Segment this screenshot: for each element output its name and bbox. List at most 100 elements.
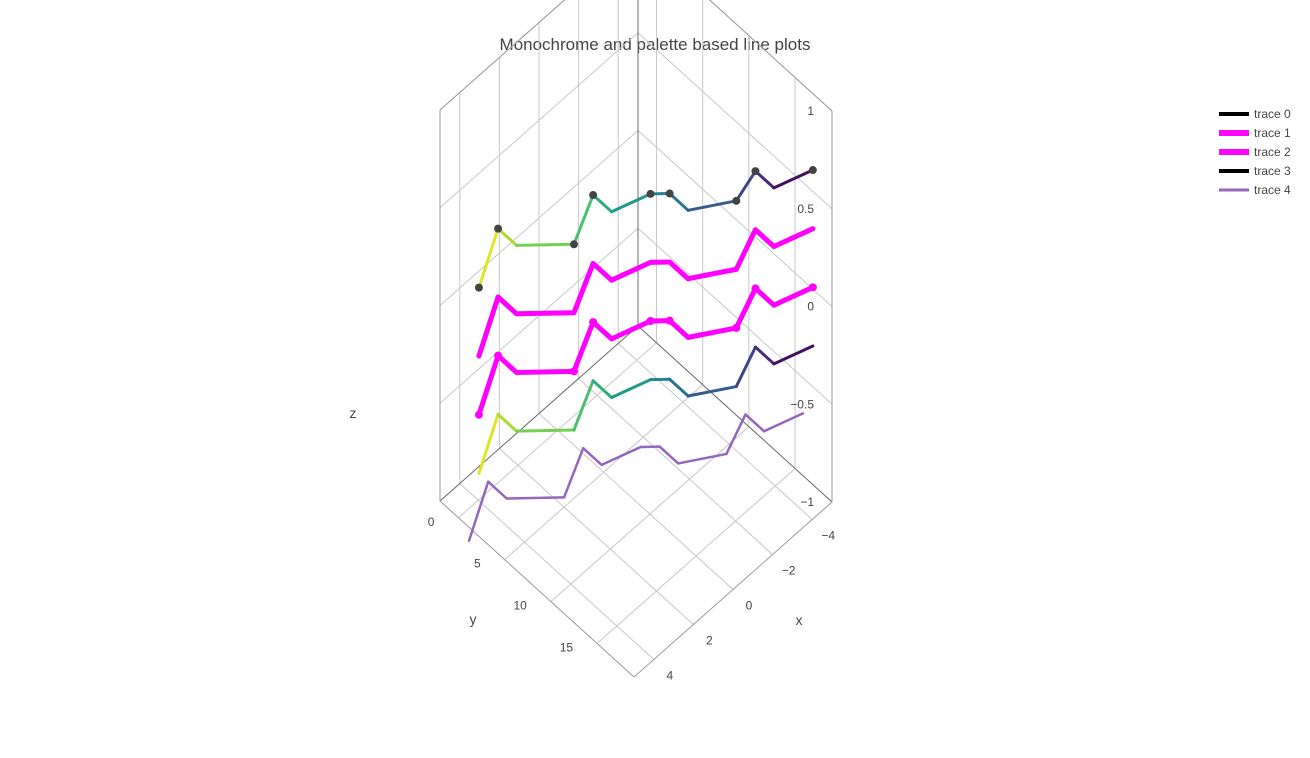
- legend-label: trace 2: [1254, 145, 1291, 159]
- series-line-segment: [572, 193, 595, 246]
- wall-grid-z: [439, 130, 639, 306]
- series-line-segment: [515, 242, 576, 247]
- series-line-segment: [609, 318, 654, 342]
- series-line-segment: [771, 284, 816, 308]
- legend-item[interactable]: trace 3: [1219, 164, 1291, 178]
- legend-label: trace 3: [1254, 164, 1291, 178]
- series-line-segment: [590, 260, 615, 283]
- legend-item[interactable]: trace 4: [1219, 183, 1291, 197]
- z-tick-label: 1: [807, 104, 814, 118]
- y-tick-label: 15: [560, 640, 574, 654]
- series-line-segment: [610, 192, 653, 214]
- series-line-segment: [609, 259, 654, 283]
- series-1: [476, 226, 816, 359]
- data-point[interactable]: [494, 224, 503, 233]
- x-tick-label: 2: [706, 634, 713, 648]
- series-4: [467, 412, 805, 543]
- data-point[interactable]: [751, 284, 760, 293]
- series-line-segment: [668, 377, 690, 398]
- series-line-segment: [772, 344, 815, 366]
- x-tick-label: −4: [821, 529, 835, 543]
- series-line-segment: [572, 379, 595, 432]
- series-line-segment: [496, 412, 519, 433]
- axis-labels: x y z: [350, 405, 803, 628]
- series-line-segment: [752, 285, 777, 308]
- data-point[interactable]: [808, 283, 817, 292]
- data-point[interactable]: [569, 240, 578, 249]
- series-line-segment: [667, 318, 691, 340]
- floor-edge: [439, 325, 639, 502]
- floor-grid-x: [538, 413, 734, 590]
- data-point[interactable]: [732, 323, 741, 332]
- legend-label: trace 4: [1254, 183, 1291, 197]
- wall-grid-z: [439, 32, 639, 209]
- series-line-segment: [591, 379, 614, 400]
- series-line-segment: [668, 192, 690, 212]
- wall-grid-z: [637, 130, 833, 307]
- x-tick-label: 4: [666, 669, 673, 683]
- data-point[interactable]: [646, 189, 655, 198]
- series-line-segment: [734, 345, 757, 389]
- data-point[interactable]: [665, 189, 674, 198]
- y-tick-label: 5: [474, 557, 481, 571]
- series-line-segment: [771, 226, 816, 250]
- data-point[interactable]: [474, 283, 483, 292]
- series-line-segment: [477, 227, 500, 290]
- series-line-segment: [505, 496, 566, 500]
- series-line-segment: [772, 168, 815, 190]
- floor-edge: [637, 325, 833, 503]
- y-tick-label: 10: [513, 599, 527, 613]
- z-tick-label: 0.5: [797, 202, 814, 216]
- series-line-segment: [581, 446, 603, 467]
- data-point[interactable]: [732, 196, 741, 205]
- series-line-segment: [733, 227, 758, 272]
- data-point[interactable]: [494, 351, 503, 360]
- legend[interactable]: trace 0 trace 1 trace 2 trace 3 trace 4: [1219, 107, 1291, 197]
- series-line-segment: [733, 285, 758, 331]
- data-point[interactable]: [569, 367, 578, 376]
- x-axis-label: x: [796, 612, 803, 628]
- series-line-segment: [571, 319, 596, 374]
- floor-grid-y: [504, 384, 703, 561]
- series-line-segment: [658, 445, 680, 465]
- series-line-segment: [744, 413, 766, 433]
- series-line-segment: [476, 353, 501, 418]
- series-line-segment: [476, 294, 501, 359]
- data-point[interactable]: [589, 191, 598, 200]
- wall-grid-z: [637, 227, 833, 405]
- chart-title: Monochrome and palette based line plots: [500, 35, 811, 54]
- series-line-segment: [685, 325, 739, 340]
- series-line-segment: [686, 199, 738, 212]
- data-point[interactable]: [646, 316, 655, 325]
- plot-area: [467, 166, 817, 543]
- data-point[interactable]: [808, 166, 817, 175]
- floor-grid-x: [617, 343, 813, 520]
- series-line-segment: [753, 345, 776, 366]
- tick-labels: −4 −2 0 2 4 0 5 10 15 −1 −0.5 0 0.5 1: [428, 104, 836, 683]
- data-point[interactable]: [474, 410, 483, 419]
- data-point[interactable]: [665, 316, 674, 325]
- front-floor-edge: [439, 500, 635, 678]
- z-tick-label: 0: [807, 300, 814, 314]
- series-line-segment: [610, 378, 653, 400]
- data-point[interactable]: [751, 167, 760, 176]
- z-tick-label: −1: [800, 495, 814, 509]
- y-axis-label: y: [470, 611, 477, 627]
- floor-grid-y: [596, 468, 796, 644]
- legend-item[interactable]: trace 2: [1219, 145, 1291, 159]
- series-line-segment: [667, 259, 691, 282]
- legend-item[interactable]: trace 0: [1219, 107, 1291, 121]
- series-2: [474, 283, 817, 419]
- series-line-segment: [467, 480, 490, 543]
- x-tick-label: 0: [746, 599, 753, 613]
- series-line-segment: [477, 412, 500, 475]
- data-point[interactable]: [589, 318, 598, 327]
- legend-item[interactable]: trace 1: [1219, 126, 1291, 140]
- series-line-segment: [515, 428, 576, 433]
- top-edge: [439, 0, 566, 111]
- top-edge: [708, 0, 833, 112]
- series-line-segment: [600, 445, 642, 467]
- series-line-segment: [762, 412, 805, 433]
- axis-edges: [439, 0, 833, 678]
- series-line-segment: [753, 169, 776, 190]
